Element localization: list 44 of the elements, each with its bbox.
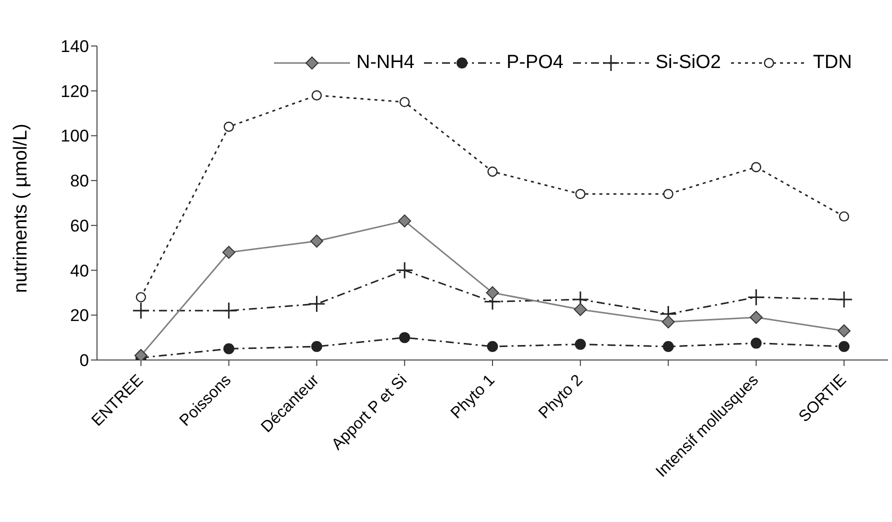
point <box>574 303 587 316</box>
point <box>838 324 851 338</box>
y-tick-label: 40 <box>70 261 89 280</box>
point <box>751 162 762 172</box>
point <box>663 188 674 200</box>
point <box>308 295 326 313</box>
point <box>398 214 412 228</box>
point <box>662 341 674 352</box>
legend-label: P-PO4 <box>506 52 564 74</box>
point <box>750 338 762 349</box>
point <box>220 302 238 320</box>
legend-label: N-NH4 <box>356 52 414 74</box>
point <box>132 302 150 320</box>
y-tick-label: 120 <box>60 82 89 101</box>
point <box>310 234 324 248</box>
legend-label: Si-SiO2 <box>655 52 721 74</box>
point <box>222 246 236 259</box>
point <box>396 262 414 280</box>
y-tick-label: 140 <box>60 37 89 56</box>
point <box>487 341 498 352</box>
y-tick-label: 20 <box>70 306 89 326</box>
y-tick-label: 80 <box>70 172 89 191</box>
point <box>486 286 499 300</box>
point <box>838 341 850 352</box>
point <box>223 343 234 354</box>
point <box>835 290 853 308</box>
point <box>750 310 763 324</box>
point <box>136 292 146 302</box>
point <box>662 315 675 328</box>
point <box>487 166 498 177</box>
point <box>574 338 586 350</box>
point <box>399 332 410 344</box>
y-tick-label: 60 <box>70 216 89 236</box>
point <box>400 96 410 108</box>
point <box>747 288 765 306</box>
y-tick-label: 100 <box>60 126 89 146</box>
point <box>311 341 322 352</box>
point <box>224 122 234 132</box>
legend-label: TDN <box>812 52 852 74</box>
y-tick-label: 0 <box>80 351 89 370</box>
point <box>575 188 586 200</box>
point <box>312 90 322 100</box>
point <box>838 211 850 222</box>
y-axis-title: nutriments ( µmol/L) <box>10 124 32 293</box>
